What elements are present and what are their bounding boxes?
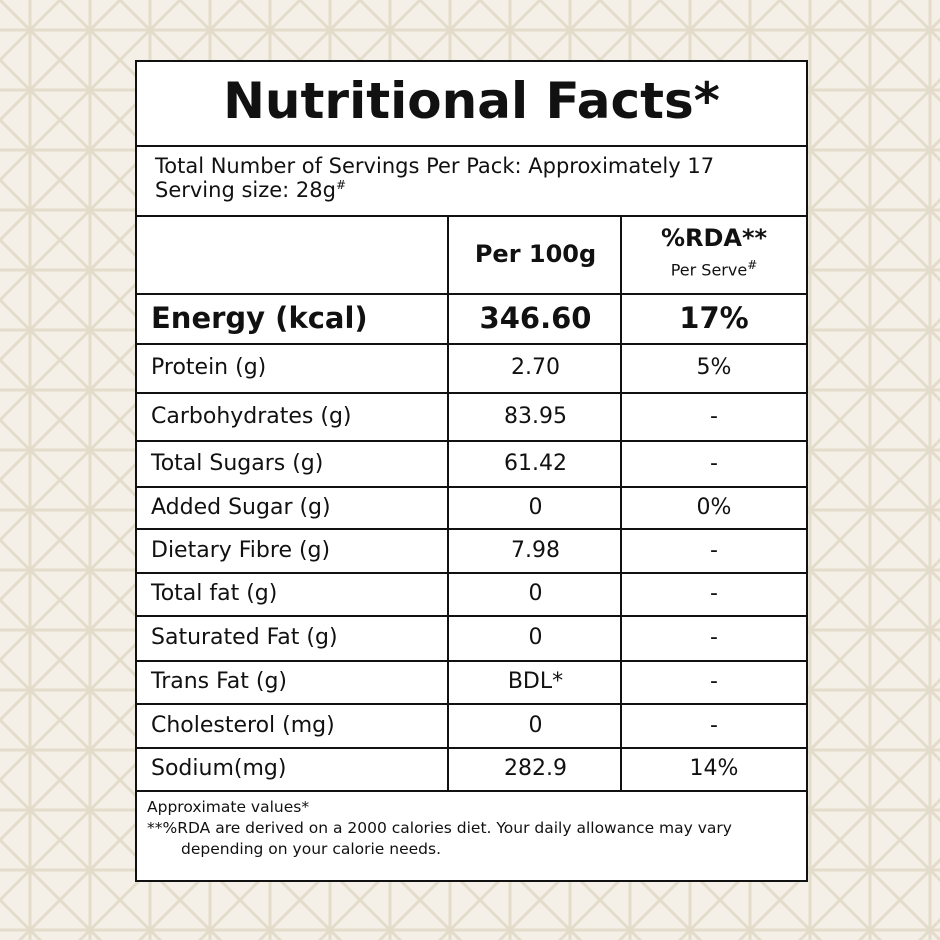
per-100g: 61.42 <box>504 450 567 476</box>
rda: - <box>710 450 718 476</box>
serving-size: Serving size: 28g# <box>155 178 346 202</box>
rda: - <box>710 581 718 606</box>
nutrient-name: Carbohydrates (g) <box>151 403 352 429</box>
rda: - <box>710 669 718 694</box>
footnote: Approximate values* <box>147 798 310 816</box>
rda: 14% <box>689 756 739 781</box>
mark: # <box>335 178 347 192</box>
title: Nutritional Facts* <box>223 72 720 130</box>
divider <box>137 528 806 530</box>
divider <box>137 747 806 749</box>
nutrient-name: Trans Fat (g) <box>151 669 287 694</box>
divider <box>137 343 806 345</box>
nutrient-name: Energy (kcal) <box>151 301 368 335</box>
col-subheader: Per Serve# <box>622 258 806 279</box>
divider <box>137 215 806 217</box>
rda: 17% <box>679 301 749 335</box>
nutrient-name: Cholesterol (mg) <box>151 712 335 738</box>
col-header: Per 100g <box>474 240 597 268</box>
nutrient-name: Added Sugar (g) <box>151 494 331 520</box>
col-header: %RDA** <box>660 224 768 252</box>
per-100g: 0 <box>528 712 543 738</box>
nutrient-name: Dietary Fibre (g) <box>151 537 331 563</box>
per-100g: 7.98 <box>511 537 560 563</box>
per-100g: BDL* <box>507 669 564 694</box>
divider <box>137 392 806 394</box>
nutrition-table: Nutritional Facts* Total Number of Servi… <box>135 60 808 882</box>
divider <box>137 572 806 574</box>
per-100g: 83.95 <box>504 403 567 429</box>
nutrient-name: Saturated Fat (g) <box>151 625 338 650</box>
rda: 0% <box>696 494 732 520</box>
serving-size-text: Serving size: 28g <box>155 178 336 202</box>
divider <box>137 145 806 147</box>
servings-line: Total Number of Servings Per Pack: Appro… <box>155 154 715 178</box>
rda: - <box>710 403 718 429</box>
footnote: **%RDA are derived on a 2000 calories di… <box>147 819 732 837</box>
divider <box>447 215 449 790</box>
rda: - <box>710 712 718 738</box>
per-100g: 0 <box>528 625 543 650</box>
per-100g: 346.60 <box>479 301 592 335</box>
mark: # <box>747 258 758 272</box>
footnote: depending on your calorie needs. <box>181 840 442 858</box>
divider <box>137 440 806 442</box>
rda: - <box>710 537 718 563</box>
divider <box>137 486 806 488</box>
rda: - <box>710 625 718 650</box>
nutrient-name: Sodium(mg) <box>151 756 287 781</box>
per-100g: 2.70 <box>511 355 560 380</box>
divider <box>137 293 806 295</box>
divider <box>137 703 806 705</box>
rda: 5% <box>696 355 732 380</box>
divider <box>137 790 806 792</box>
divider <box>137 660 806 662</box>
col-subheader-text: Per Serve <box>670 260 748 280</box>
divider <box>620 215 622 790</box>
nutrient-name: Protein (g) <box>151 355 267 380</box>
per-100g: 0 <box>528 494 543 520</box>
divider <box>137 615 806 617</box>
nutrient-name: Total fat (g) <box>151 581 278 606</box>
nutrient-name: Total Sugars (g) <box>151 450 324 476</box>
per-100g: 282.9 <box>504 756 567 781</box>
per-100g: 0 <box>528 581 543 606</box>
